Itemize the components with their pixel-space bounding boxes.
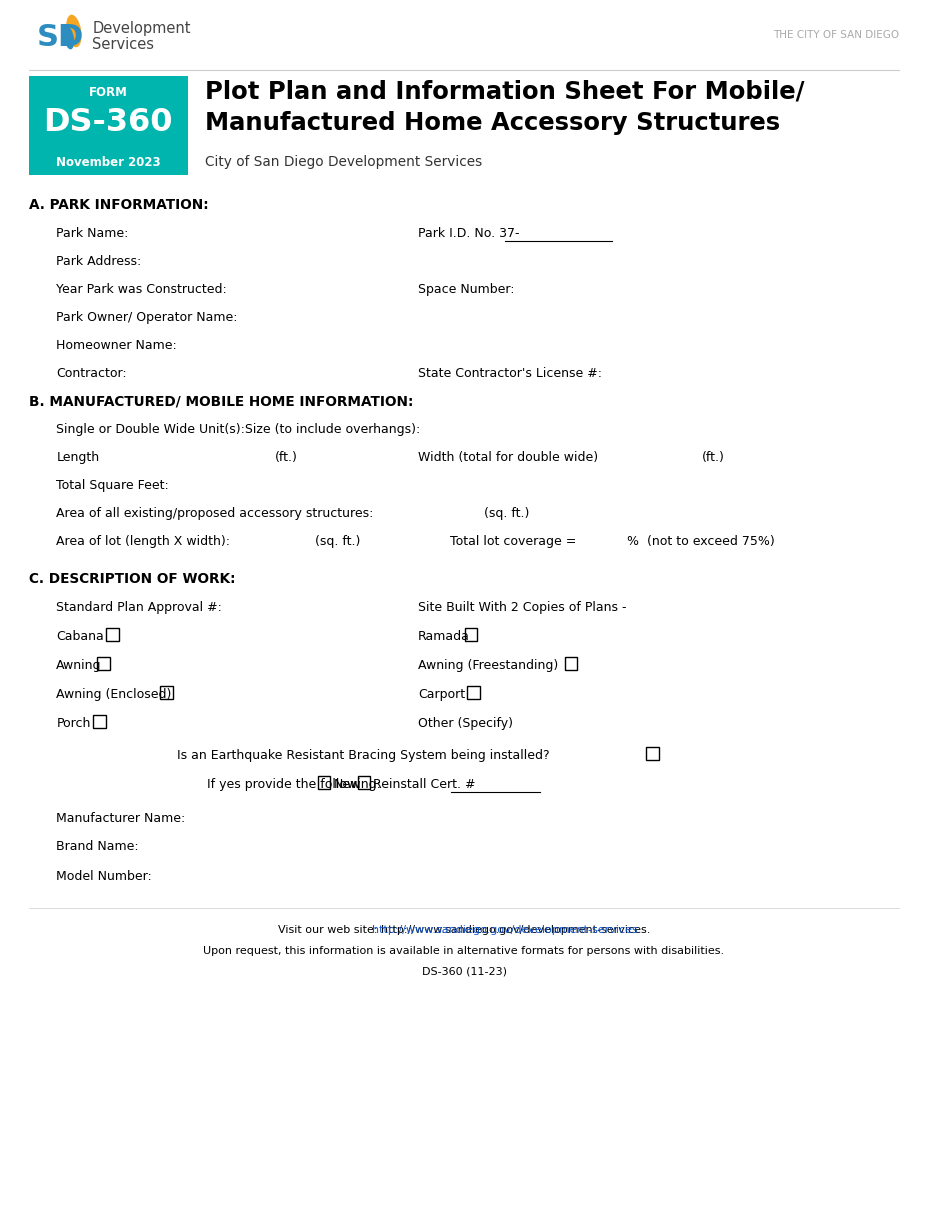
Text: THE CITY OF SAN DIEGO: THE CITY OF SAN DIEGO (772, 30, 899, 41)
Bar (564, 657, 578, 670)
Text: City of San Diego Development Services: City of San Diego Development Services (205, 155, 483, 169)
Bar (97, 657, 110, 670)
Text: Park Name:: Park Name: (56, 226, 129, 240)
Text: Single or Double Wide Unit(s):Size (to include overhangs):: Single or Double Wide Unit(s):Size (to i… (56, 422, 421, 435)
Text: C. DESCRIPTION OF WORK:: C. DESCRIPTION OF WORK: (29, 572, 236, 585)
Text: http://www.sandiego.gov/development-services.: http://www.sandiego.gov/development-serv… (371, 925, 641, 935)
Text: Visit our web site: http://www.sandiego.gov/development-services.: Visit our web site: http://www.sandiego.… (277, 925, 650, 935)
Text: Homeowner Name:: Homeowner Name: (56, 338, 177, 352)
Text: SD: SD (37, 22, 85, 52)
Text: Contractor:: Contractor: (56, 367, 127, 380)
Text: Standard Plan Approval #:: Standard Plan Approval #: (56, 600, 222, 614)
Text: (sq. ft.): (sq. ft.) (314, 535, 360, 547)
Text: Park Owner/ Operator Name:: Park Owner/ Operator Name: (56, 310, 238, 323)
Text: Site Built With 2 Copies of Plans -: Site Built With 2 Copies of Plans - (418, 600, 626, 614)
Ellipse shape (64, 27, 74, 49)
Text: Reinstall Cert. #: Reinstall Cert. # (373, 777, 476, 791)
Text: Ramada: Ramada (418, 630, 469, 642)
Text: Awning (Freestanding): Awning (Freestanding) (418, 658, 559, 672)
Text: New: New (333, 777, 361, 791)
Bar (646, 747, 659, 760)
Text: Park I.D. No. 37-: Park I.D. No. 37- (418, 226, 520, 240)
Text: B. MANUFACTURED/ MOBILE HOME INFORMATION:: B. MANUFACTURED/ MOBILE HOME INFORMATION… (29, 394, 413, 408)
Text: November 2023: November 2023 (56, 155, 161, 169)
Text: Park Address:: Park Address: (56, 255, 142, 267)
Text: Awning: Awning (56, 658, 102, 672)
Text: Width (total for double wide): Width (total for double wide) (418, 450, 598, 464)
Text: Area of lot (length X width):: Area of lot (length X width): (56, 535, 230, 547)
Text: Plot Plan and Information Sheet For Mobile/: Plot Plan and Information Sheet For Mobi… (205, 79, 805, 103)
Bar (29, 76, 187, 175)
Text: FORM: FORM (89, 86, 128, 98)
Text: Porch: Porch (56, 717, 91, 729)
Text: A. PARK INFORMATION:: A. PARK INFORMATION: (29, 198, 209, 212)
Text: State Contractor's License #:: State Contractor's License #: (418, 367, 602, 380)
Text: Manufactured Home Accessory Structures: Manufactured Home Accessory Structures (205, 111, 780, 134)
Text: If yes provide the following:: If yes provide the following: (207, 777, 381, 791)
Text: Area of all existing/proposed accessory structures:: Area of all existing/proposed accessory … (56, 507, 373, 519)
Text: (ft.): (ft.) (702, 450, 725, 464)
Text: Other (Specify): Other (Specify) (418, 717, 513, 729)
Text: DS-360 (11-23): DS-360 (11-23) (422, 966, 506, 975)
Bar (161, 686, 173, 699)
Bar (318, 776, 331, 788)
Text: Length: Length (56, 450, 100, 464)
Text: Awning (Enclosed): Awning (Enclosed) (56, 688, 172, 701)
Text: Total lot coverage =: Total lot coverage = (450, 535, 577, 547)
Text: DS-360: DS-360 (44, 107, 173, 138)
Text: Development: Development (92, 21, 191, 36)
Text: Upon request, this information is available in alternative formats for persons w: Upon request, this information is availa… (203, 946, 725, 956)
Text: %  (not to exceed 75%): % (not to exceed 75%) (627, 535, 774, 547)
Text: Brand Name:: Brand Name: (56, 840, 139, 854)
Bar (93, 715, 106, 728)
Text: Year Park was Constructed:: Year Park was Constructed: (56, 283, 227, 295)
Text: Model Number:: Model Number: (56, 870, 152, 882)
Bar (467, 686, 480, 699)
Text: Total Square Feet:: Total Square Feet: (56, 478, 169, 492)
Text: Space Number:: Space Number: (418, 283, 514, 295)
Bar (357, 776, 370, 788)
Text: (ft.): (ft.) (275, 450, 298, 464)
Text: Carport: Carport (418, 688, 465, 701)
Ellipse shape (66, 15, 82, 47)
Text: Services: Services (92, 37, 154, 52)
Text: Manufacturer Name:: Manufacturer Name: (56, 812, 185, 824)
Text: (sq. ft.): (sq. ft.) (484, 507, 529, 519)
Bar (465, 629, 477, 641)
Text: Cabana: Cabana (56, 630, 104, 642)
Bar (106, 629, 119, 641)
Text: Is an Earthquake Resistant Bracing System being installed?: Is an Earthquake Resistant Bracing Syste… (177, 749, 549, 761)
